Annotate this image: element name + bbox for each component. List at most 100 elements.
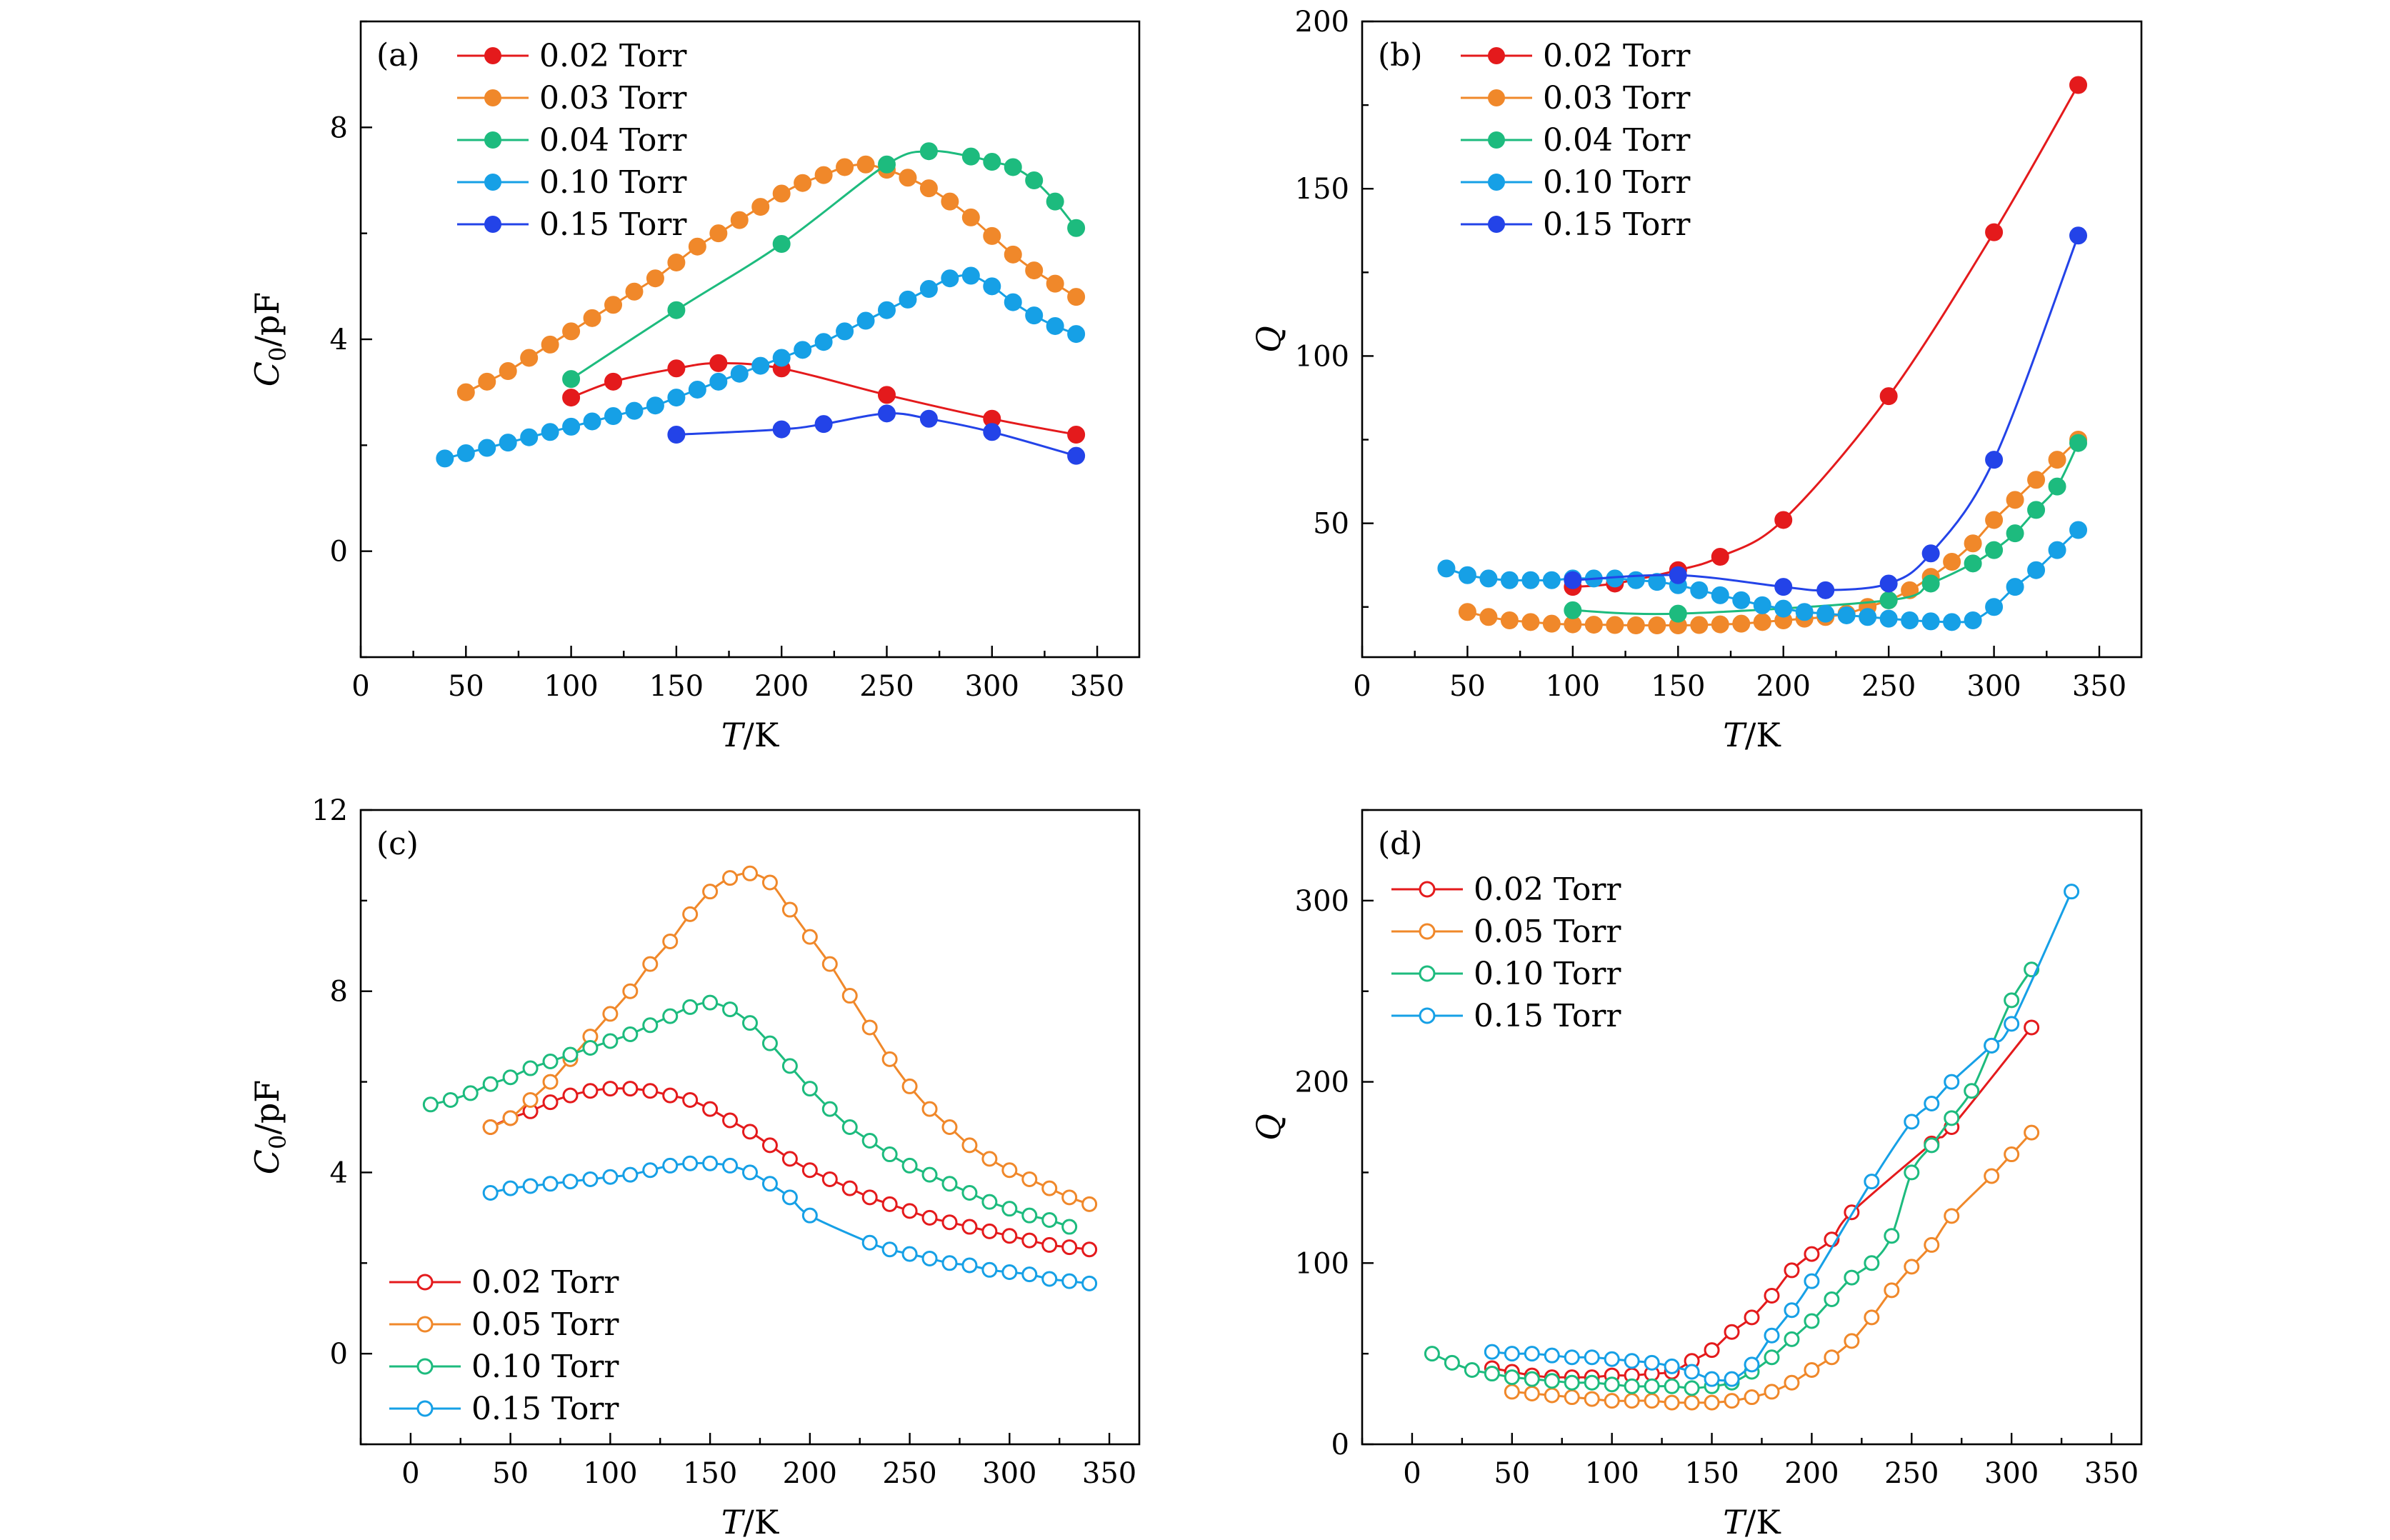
data-point (2024, 1124, 2040, 1141)
x-tick-label: 0 (401, 1457, 419, 1490)
data-point (1644, 1354, 1660, 1371)
legend-label: 0.10 Torr (1543, 164, 1691, 201)
data-point (1081, 1196, 1098, 1212)
data-point (542, 1054, 559, 1070)
data-point (1648, 573, 1666, 591)
data-point (1464, 1361, 1480, 1378)
data-point (1067, 446, 1086, 465)
data-point (921, 1166, 938, 1183)
data-point (1664, 1394, 1680, 1411)
data-point (901, 1203, 918, 1219)
legend-marker (416, 1358, 434, 1375)
legend-entry: 0.05 Torr (389, 1306, 619, 1343)
data-point (562, 1174, 579, 1190)
legend-entry: 0.10 Torr (457, 164, 687, 201)
data-point (1444, 1354, 1460, 1371)
y-tick-label: 200 (1295, 1066, 1349, 1099)
y-tick-label: 0 (1331, 1429, 1349, 1461)
data-point (877, 155, 896, 174)
data-point (2004, 992, 2020, 1009)
data-point (2048, 541, 2066, 559)
data-point (881, 1196, 898, 1212)
y-tick-label: 0 (330, 1338, 348, 1371)
data-point (1724, 1393, 1740, 1409)
data-point (751, 356, 770, 375)
series-0-04-torr (562, 142, 1086, 389)
data-point (921, 1209, 938, 1226)
data-point (1521, 571, 1540, 589)
data-point (1904, 1164, 1920, 1181)
series-0-15-torr (1564, 226, 2088, 599)
legend-label: 0.05 Torr (1474, 914, 1621, 950)
data-point (730, 364, 749, 383)
data-point (1985, 541, 2004, 559)
data-point (1067, 288, 1086, 306)
legend-marker (1488, 216, 1505, 233)
data-point (899, 169, 917, 187)
data-point (877, 404, 896, 423)
legend-label: 0.10 Torr (539, 164, 687, 201)
data-point (1564, 1389, 1580, 1406)
data-point (722, 870, 739, 886)
series-0-02-torr (562, 354, 1086, 444)
data-point (1001, 1162, 1018, 1179)
data-point (662, 933, 679, 949)
data-point (881, 1241, 898, 1258)
data-point (1764, 1287, 1780, 1304)
series-0-15-torr (667, 404, 1086, 465)
data-point (961, 1137, 978, 1154)
data-point (682, 1155, 699, 1171)
legend-entry: 0.04 Torr (457, 122, 687, 159)
data-point (622, 1026, 639, 1042)
data-point (1025, 261, 1044, 280)
data-point (582, 1171, 599, 1187)
data-point (1744, 1389, 1760, 1406)
data-point (1784, 1331, 1800, 1347)
data-point (983, 423, 1001, 441)
data-point (961, 147, 980, 166)
data-point (877, 301, 896, 319)
data-point (1804, 1273, 1820, 1289)
data-point (667, 359, 686, 378)
data-point (901, 1157, 918, 1174)
data-point (2027, 561, 2046, 579)
data-point (772, 420, 791, 439)
y-tick-label: 100 (1295, 1247, 1349, 1280)
data-point (841, 988, 858, 1004)
legend-entry: 0.05 Torr (1391, 914, 1621, 950)
data-point (761, 1176, 778, 1192)
data-point (1484, 1344, 1500, 1360)
x-axis-title: T/K (721, 716, 780, 754)
data-point (2069, 226, 2088, 245)
data-point (1684, 1380, 1700, 1396)
data-point (961, 266, 980, 285)
data-point (821, 956, 838, 972)
data-point (781, 901, 798, 918)
data-point (1879, 609, 1898, 628)
x-tick-label: 300 (1984, 1457, 2039, 1490)
plot-frame (359, 20, 1141, 659)
data-point (861, 1133, 878, 1149)
x-tick-label: 350 (2084, 1457, 2139, 1490)
data-point (2004, 1146, 2020, 1163)
legend-marker (1488, 89, 1505, 106)
data-point (801, 1081, 818, 1097)
data-point (1879, 574, 1898, 593)
data-point (541, 423, 559, 441)
data-point (1784, 1374, 1800, 1391)
x-axis-title: T/K (721, 1503, 780, 1540)
panel-label: (b) (1378, 37, 1423, 74)
data-point (1774, 511, 1793, 529)
data-point (436, 449, 454, 468)
data-point (901, 1246, 918, 1262)
data-point (2069, 434, 2088, 452)
data-point (981, 1261, 998, 1278)
legend-label: 0.05 Torr (471, 1306, 619, 1343)
data-point (722, 1112, 739, 1129)
data-point (2024, 1019, 2040, 1036)
data-point (1648, 616, 1666, 634)
series-0-10-torr (1437, 521, 2088, 631)
data-point (1943, 613, 1961, 631)
legend-label: 0.02 Torr (471, 1264, 619, 1301)
data-point (541, 335, 559, 354)
